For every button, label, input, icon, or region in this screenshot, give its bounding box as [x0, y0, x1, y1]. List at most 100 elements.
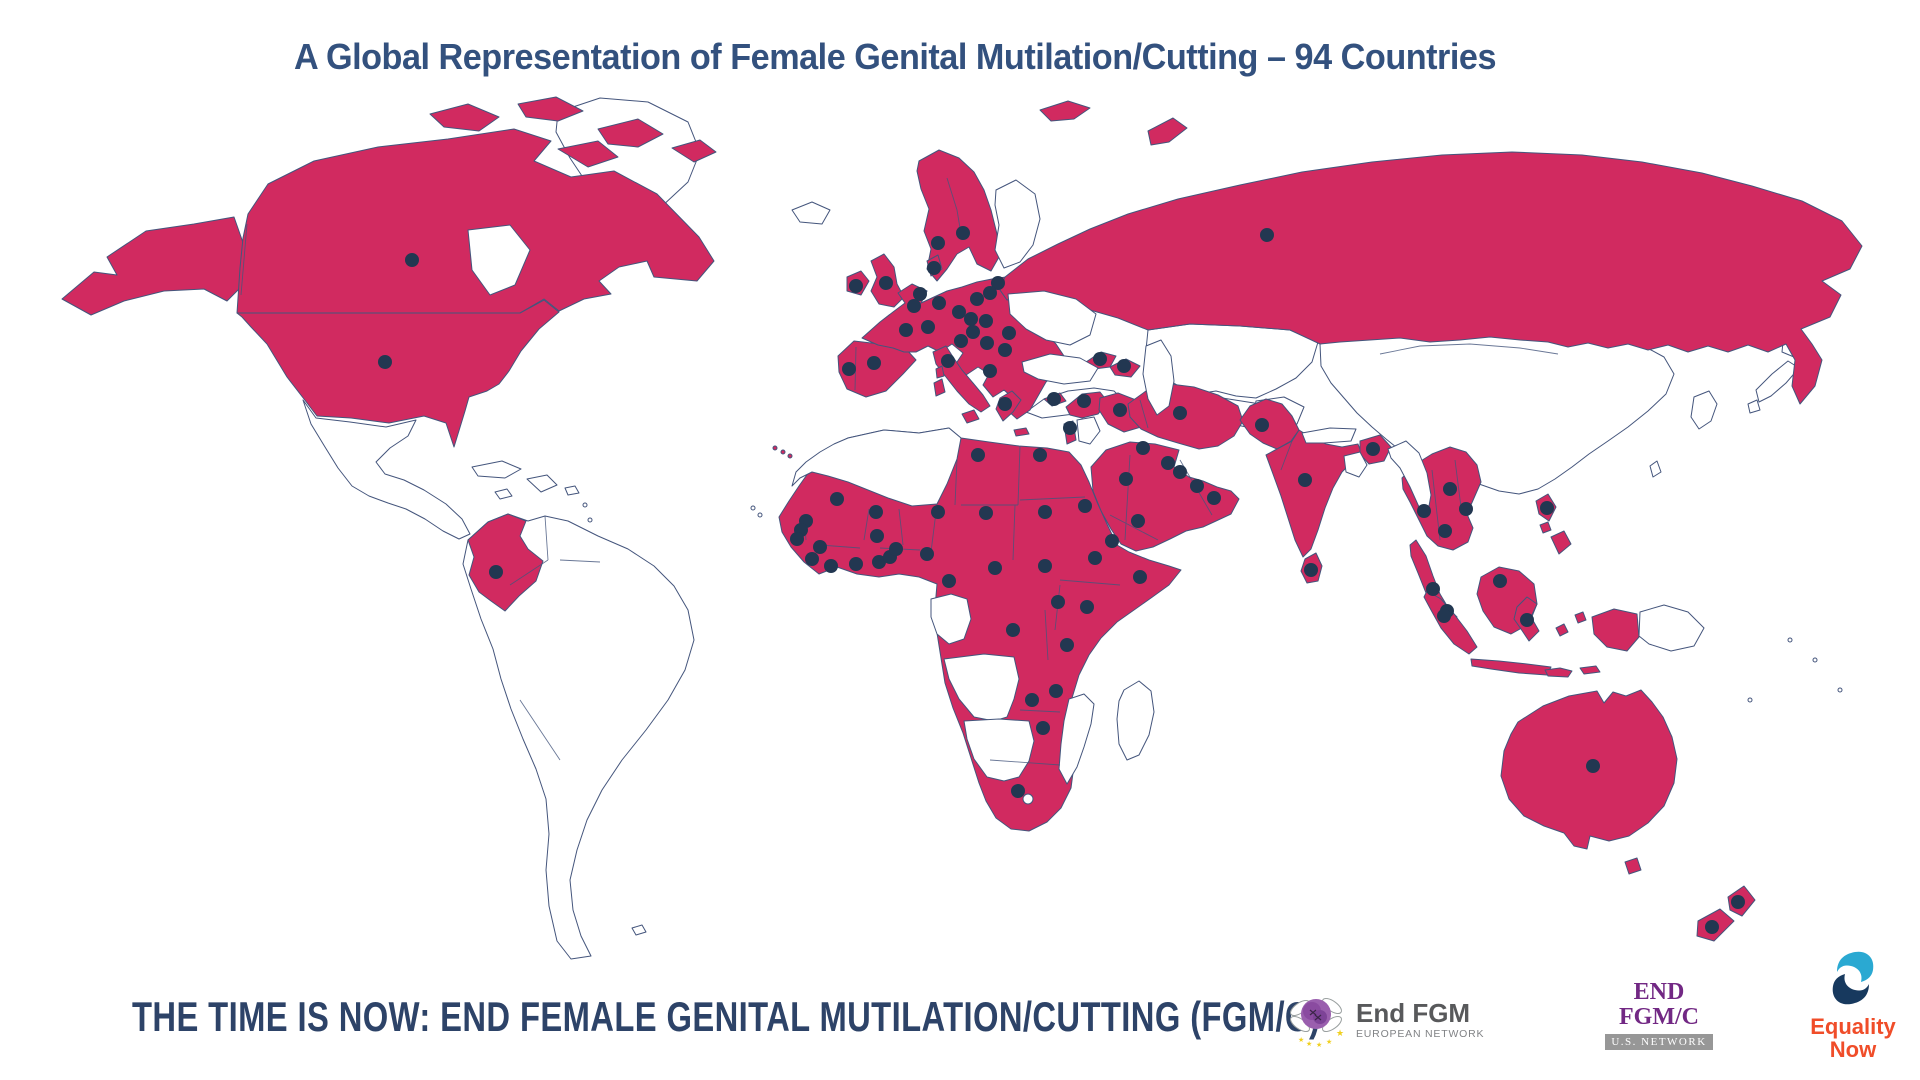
country-dot-Uganda: [1051, 595, 1065, 609]
country-dot-Lithuania: [983, 286, 997, 300]
country-dot-Cyprus: [1047, 392, 1061, 406]
country-dot-Canada: [405, 253, 419, 267]
svg-text:★: ★: [1316, 1041, 1322, 1049]
country-dot-Burkina Faso: [870, 529, 884, 543]
country-dot-Zambia: [1025, 693, 1039, 707]
country-dot-New Zealand: [1731, 895, 1745, 909]
country-dot-Spain: [867, 356, 881, 370]
country-dot-Ireland: [849, 279, 863, 293]
country-dot-Mali: [869, 505, 883, 519]
country-dot-Philippines: [1540, 501, 1554, 515]
end-fgm-european-network-logo: ★ ★ ★ ★ ★ End FGM EUROPEAN NETWORK: [1286, 986, 1496, 1072]
country-dot-Cameroon: [942, 574, 956, 588]
country-dot-Saudi Arabia: [1119, 472, 1133, 486]
country-dot-Ethiopia: [1088, 551, 1102, 565]
country-dot-New Zealand (South Island): [1705, 920, 1719, 934]
country-dot-Guinea-Bissau: [790, 532, 804, 546]
country-dot-Hungary: [966, 325, 980, 339]
country-dot-Laos: [1443, 482, 1457, 496]
end-fgmc-us-line2: FGM/C: [1619, 1004, 1699, 1031]
country-dot-United Arab Emirates: [1190, 479, 1204, 493]
svg-text:★: ★: [1306, 1040, 1312, 1048]
country-dot-Chad: [979, 506, 993, 520]
country-dot-Somalia: [1133, 570, 1147, 584]
country-dot-Brunei: [1493, 574, 1507, 588]
country-dot-Bulgaria: [998, 343, 1012, 357]
country-dot-Liberia: [824, 559, 838, 573]
end-fgmc-us-network-logo: END FGM/C U.S. NETWORK: [1596, 979, 1722, 1051]
country-dot-Sweden: [956, 226, 970, 240]
end-fgmc-us-banner: U.S. NETWORK: [1605, 1034, 1713, 1051]
equality-now-line2: Now: [1829, 1037, 1877, 1063]
country-dot-Colombia: [489, 565, 503, 579]
country-dot-Benin: [889, 542, 903, 556]
country-dot-Belgium: [907, 299, 921, 313]
country-dot-Thailand: [1417, 504, 1431, 518]
country-dot-Oman: [1207, 491, 1221, 505]
country-dot-Latvia: [991, 276, 1005, 290]
country-dot-Georgia: [1093, 352, 1107, 366]
country-dot-United Kingdom: [879, 276, 893, 290]
country-dot-Eritrea: [1078, 499, 1092, 513]
country-dot-Azerbaijan: [1117, 359, 1131, 373]
campaign-headline: THE TIME IS NOW: END FEMALE GENITAL MUTI…: [132, 993, 1321, 1040]
country-dot-Pakistan: [1255, 418, 1269, 432]
affected-countries: [61, 96, 1863, 942]
country-dot-Iran: [1173, 406, 1187, 420]
unaffected-overlays: [467, 179, 1705, 805]
country-dot-Malaysia: [1426, 582, 1440, 596]
end-fgm-eu-name: End FGM: [1356, 998, 1471, 1028]
country-dot-Switzerland: [921, 320, 935, 334]
page-title: A Global Representation of Female Genita…: [293, 36, 1497, 77]
country-dot-Serbia: [980, 336, 994, 350]
country-dot-Niger: [931, 505, 945, 519]
country-dot-Austria: [964, 312, 978, 326]
country-dot-Romania: [1002, 326, 1016, 340]
country-dot-Australia: [1586, 759, 1600, 773]
country-dot-Cambodia: [1438, 524, 1452, 538]
country-dot-Vietnam: [1459, 502, 1473, 516]
country-dot-Portugal: [842, 362, 856, 376]
country-dot-Kenya: [1080, 600, 1094, 614]
country-dot-Qatar: [1173, 465, 1187, 479]
country-dot-Central African Republic: [988, 561, 1002, 575]
country-dot-Guinea: [813, 540, 827, 554]
country-dot-Cote d'Ivoire: [849, 557, 863, 571]
rose-icon: ★ ★ ★ ★ ★: [1290, 997, 1344, 1049]
country-dot-Bahrain: [1161, 456, 1175, 470]
equality-now-logo: Equality Now: [1790, 950, 1916, 1061]
svg-text:★: ★: [1326, 1038, 1332, 1046]
country-dot-DR Congo: [1006, 623, 1020, 637]
country-dots: [378, 226, 1745, 934]
country-dot-Egypt: [1033, 448, 1047, 462]
country-dot-Israel: [1063, 421, 1077, 435]
equality-now-line1: Equality: [1810, 1014, 1896, 1039]
country-dot-Croatia: [954, 334, 968, 348]
country-dot-Sri Lanka: [1304, 563, 1318, 577]
country-dot-Poland: [970, 292, 984, 306]
country-dot-Albania: [983, 364, 997, 378]
country-dot-Norway: [931, 236, 945, 250]
country-dot-Zimbabwe: [1036, 721, 1050, 735]
country-dot-Djibouti: [1105, 534, 1119, 548]
country-dot-Indonesia (Sulawesi): [1520, 613, 1534, 627]
country-dot-Kuwait: [1136, 441, 1150, 455]
country-dot-Tanzania: [1060, 638, 1074, 652]
country-dot-Slovakia: [979, 314, 993, 328]
equality-now-swirl-icon: [1832, 951, 1874, 1005]
country-dot-Ghana: [872, 555, 886, 569]
country-dot-France: [899, 323, 913, 337]
country-dot-Syria: [1077, 394, 1091, 408]
country-dot-Mauritania: [830, 492, 844, 506]
country-dot-Libya: [971, 448, 985, 462]
country-dot-Germany: [932, 296, 946, 310]
country-dot-Sierra Leone: [805, 552, 819, 566]
country-dot-United States: [378, 355, 392, 369]
country-dot-Netherlands: [913, 287, 927, 301]
country-dot-Northeast India: [1366, 442, 1380, 456]
country-dot-Iraq: [1113, 403, 1127, 417]
country-dot-South Sudan: [1038, 559, 1052, 573]
country-dot-Russia: [1260, 228, 1274, 242]
